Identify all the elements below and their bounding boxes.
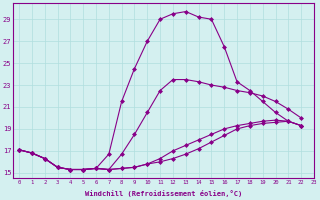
- X-axis label: Windchill (Refroidissement éolien,°C): Windchill (Refroidissement éolien,°C): [85, 190, 242, 197]
